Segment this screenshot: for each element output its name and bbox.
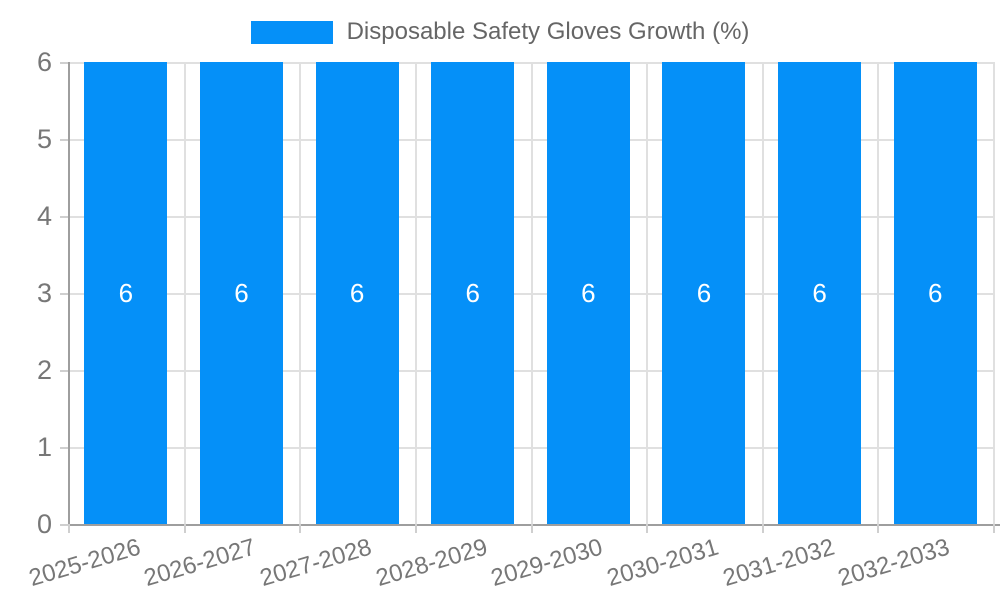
x-axis-tick — [761, 524, 764, 533]
bar-value-label: 6 — [927, 278, 943, 308]
x-axis-line — [68, 524, 1000, 526]
bar[interactable]: 6 — [431, 62, 515, 524]
bar-value-label: 6 — [234, 278, 249, 308]
bar[interactable]: 6 — [315, 62, 399, 524]
legend-series-label[interactable]: Disposable Safety Gloves Growth (%) — [346, 18, 750, 45]
y-axis-tick-label: 5 — [36, 124, 52, 154]
bar[interactable]: 6 — [778, 62, 862, 524]
gridline-v — [183, 62, 186, 524]
legend: Disposable Safety Gloves Growth (%) — [0, 18, 1000, 46]
y-axis-tick — [60, 447, 68, 449]
x-axis-tick — [646, 524, 649, 533]
y-axis-tick-label: 4 — [36, 201, 52, 231]
x-axis-tick — [993, 524, 995, 533]
gridline-v — [414, 62, 417, 524]
gridline-v — [761, 62, 764, 524]
y-axis-tick-label: 0 — [36, 509, 52, 539]
bar[interactable]: 6 — [199, 62, 283, 524]
bar-value-label: 6 — [349, 278, 365, 308]
gridline-v — [993, 62, 995, 524]
y-axis-tick — [60, 524, 68, 526]
bar-value-label: 6 — [696, 278, 712, 308]
y-axis-tick — [60, 370, 68, 372]
x-axis-tick — [68, 524, 70, 533]
gridline-v — [877, 62, 880, 524]
y-axis-line — [68, 62, 70, 524]
bar-value-label: 6 — [465, 278, 480, 308]
y-axis-tick — [60, 216, 68, 218]
bar[interactable]: 6 — [662, 62, 746, 524]
bar-value-label: 6 — [581, 278, 596, 308]
bar[interactable]: 6 — [893, 62, 977, 524]
x-axis-tick — [299, 524, 302, 533]
bar-value-label: 6 — [118, 278, 134, 308]
y-axis-tick-label: 3 — [36, 278, 52, 308]
gridline-v — [530, 62, 533, 524]
y-axis-tick — [60, 293, 68, 295]
y-axis-tick-label: 1 — [36, 432, 52, 462]
y-axis-tick-label: 6 — [36, 47, 52, 77]
y-axis-tick-label: 2 — [36, 355, 52, 385]
bar[interactable]: 6 — [546, 62, 630, 524]
y-axis-tick — [60, 62, 68, 64]
y-axis-tick — [60, 139, 68, 141]
x-axis-tick — [414, 524, 417, 533]
x-axis-tick — [877, 524, 880, 533]
x-axis-tick — [530, 524, 533, 533]
gridline-v — [299, 62, 302, 524]
bar-value-label: 6 — [812, 278, 827, 308]
gridline-v — [646, 62, 649, 524]
bar[interactable]: 6 — [84, 62, 168, 524]
x-axis-tick — [183, 524, 186, 533]
legend-swatch[interactable] — [250, 20, 333, 44]
